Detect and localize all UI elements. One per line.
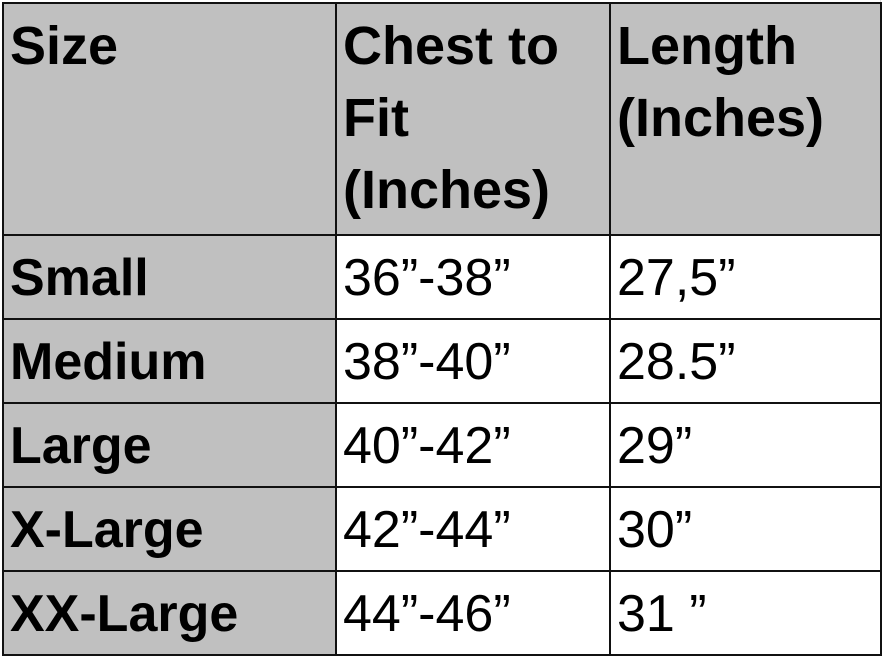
table-row: Large 40”-42” 29” — [2, 402, 882, 488]
header-row: Size Chest to Fit (Inches) Length (Inche… — [2, 2, 882, 236]
length-cell: 31 ” — [609, 570, 882, 656]
size-cell: X-Large — [2, 486, 337, 572]
length-cell: 29” — [609, 402, 882, 488]
table-row: XX-Large 44”-46” 31 ” — [2, 570, 882, 656]
table-row: X-Large 42”-44” 30” — [2, 486, 882, 572]
chest-cell: 38”-40” — [335, 318, 611, 404]
chest-cell: 44”-46” — [335, 570, 611, 656]
header-size: Size — [2, 2, 337, 236]
length-cell: 27,5” — [609, 234, 882, 320]
size-cell: Small — [2, 234, 337, 320]
chest-cell: 42”-44” — [335, 486, 611, 572]
chest-cell: 40”-42” — [335, 402, 611, 488]
chest-cell: 36”-38” — [335, 234, 611, 320]
length-cell: 28.5” — [609, 318, 882, 404]
table-row: Small 36”-38” 27,5” — [2, 234, 882, 320]
header-length: Length (Inches) — [609, 2, 882, 236]
length-cell: 30” — [609, 486, 882, 572]
table-row: Medium 38”-40” 28.5” — [2, 318, 882, 404]
header-chest: Chest to Fit (Inches) — [335, 2, 611, 236]
size-cell: Medium — [2, 318, 337, 404]
size-cell: Large — [2, 402, 337, 488]
size-cell: XX-Large — [2, 570, 337, 656]
